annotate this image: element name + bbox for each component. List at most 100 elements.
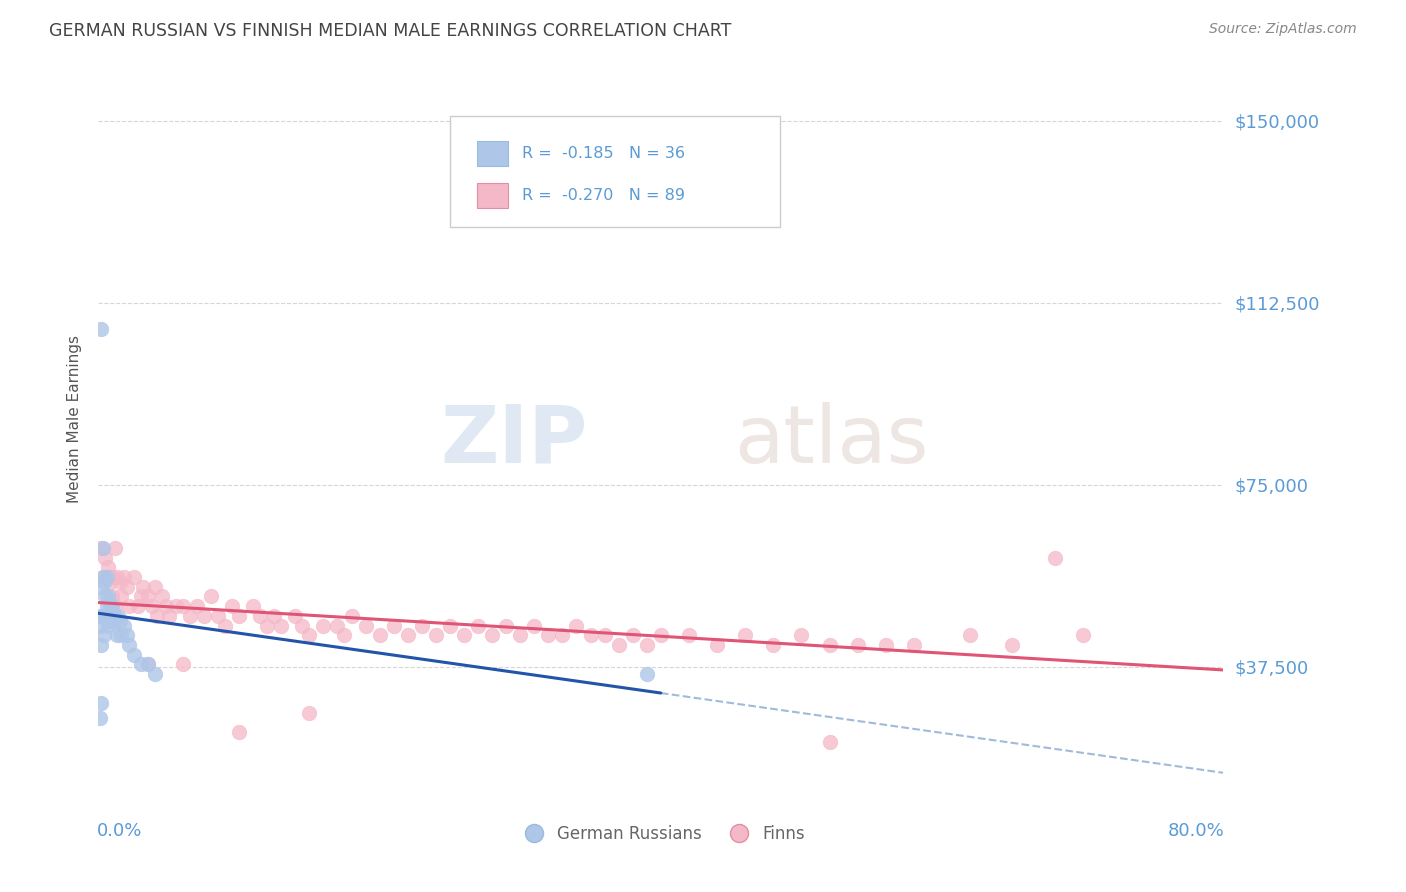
Point [621,628,644,642]
Point [790,628,813,642]
Point [186,599,208,614]
Point [90,322,112,336]
Point [396,628,419,642]
Point [818,735,841,749]
Point [129,590,152,604]
Point [104,599,127,614]
Point [678,628,700,642]
Point [91,570,114,584]
Point [291,618,314,632]
Text: ZIP: ZIP [440,401,588,480]
Point [340,608,363,623]
Text: 0.0%: 0.0% [97,822,142,840]
Point [453,628,475,642]
Point [214,618,236,632]
Point [110,590,132,604]
Point [89,608,111,623]
Point [636,667,658,681]
Point [108,614,131,628]
Text: R =  -0.185   N = 36: R = -0.185 N = 36 [522,145,685,161]
Point [90,696,112,710]
Point [875,638,897,652]
Point [509,628,531,642]
Point [122,648,145,662]
Point [242,599,264,614]
Point [607,638,630,652]
Point [150,590,173,604]
Point [333,628,356,642]
Point [98,614,121,628]
Point [101,590,124,604]
Point [127,599,149,614]
Point [467,618,489,632]
Point [98,574,121,589]
Point [91,608,114,623]
Point [132,580,155,594]
Point [354,618,377,632]
Point [101,570,124,584]
Point [636,638,658,652]
Point [228,725,250,739]
Point [97,560,120,574]
Point [94,590,117,604]
Point [108,574,131,589]
Point [136,657,159,672]
Point [103,614,125,628]
Point [1071,628,1094,642]
Point [107,608,129,623]
Point [179,608,201,623]
Point [94,550,117,565]
Point [200,590,222,604]
Point [270,618,292,632]
Point [129,657,152,672]
Point [115,628,138,642]
Point [93,574,115,589]
Point [579,628,602,642]
Point [298,628,321,642]
Point [90,541,112,555]
Point [136,657,159,672]
Point [172,599,194,614]
Point [593,628,616,642]
Point [146,608,169,623]
Point [959,628,981,642]
Point [94,608,117,623]
Point [846,638,869,652]
Point [425,628,447,642]
Point [818,638,841,652]
Point [105,570,128,584]
Point [256,618,278,632]
Point [1043,550,1066,565]
Text: Source: ZipAtlas.com: Source: ZipAtlas.com [1209,22,1357,37]
Point [112,618,135,632]
Text: R =  -0.270   N = 89: R = -0.270 N = 89 [522,188,685,202]
Point [89,711,111,725]
Point [193,608,215,623]
Point [155,599,177,614]
Point [312,618,335,632]
Point [96,599,118,614]
Point [326,618,349,632]
Text: atlas: atlas [734,401,928,480]
Point [91,570,114,584]
Point [101,599,124,614]
Point [734,628,756,642]
Point [298,706,321,720]
Point [411,618,433,632]
Point [762,638,785,652]
Point [90,580,112,594]
Text: 80.0%: 80.0% [1167,822,1225,840]
Point [112,570,135,584]
Point [90,638,112,652]
Point [565,618,588,632]
Point [495,618,517,632]
Point [118,638,141,652]
Point [537,628,560,642]
Point [249,608,271,623]
Point [93,628,115,642]
Point [110,628,132,642]
Point [118,599,141,614]
Point [141,599,163,614]
Point [98,599,121,614]
Point [115,580,138,594]
